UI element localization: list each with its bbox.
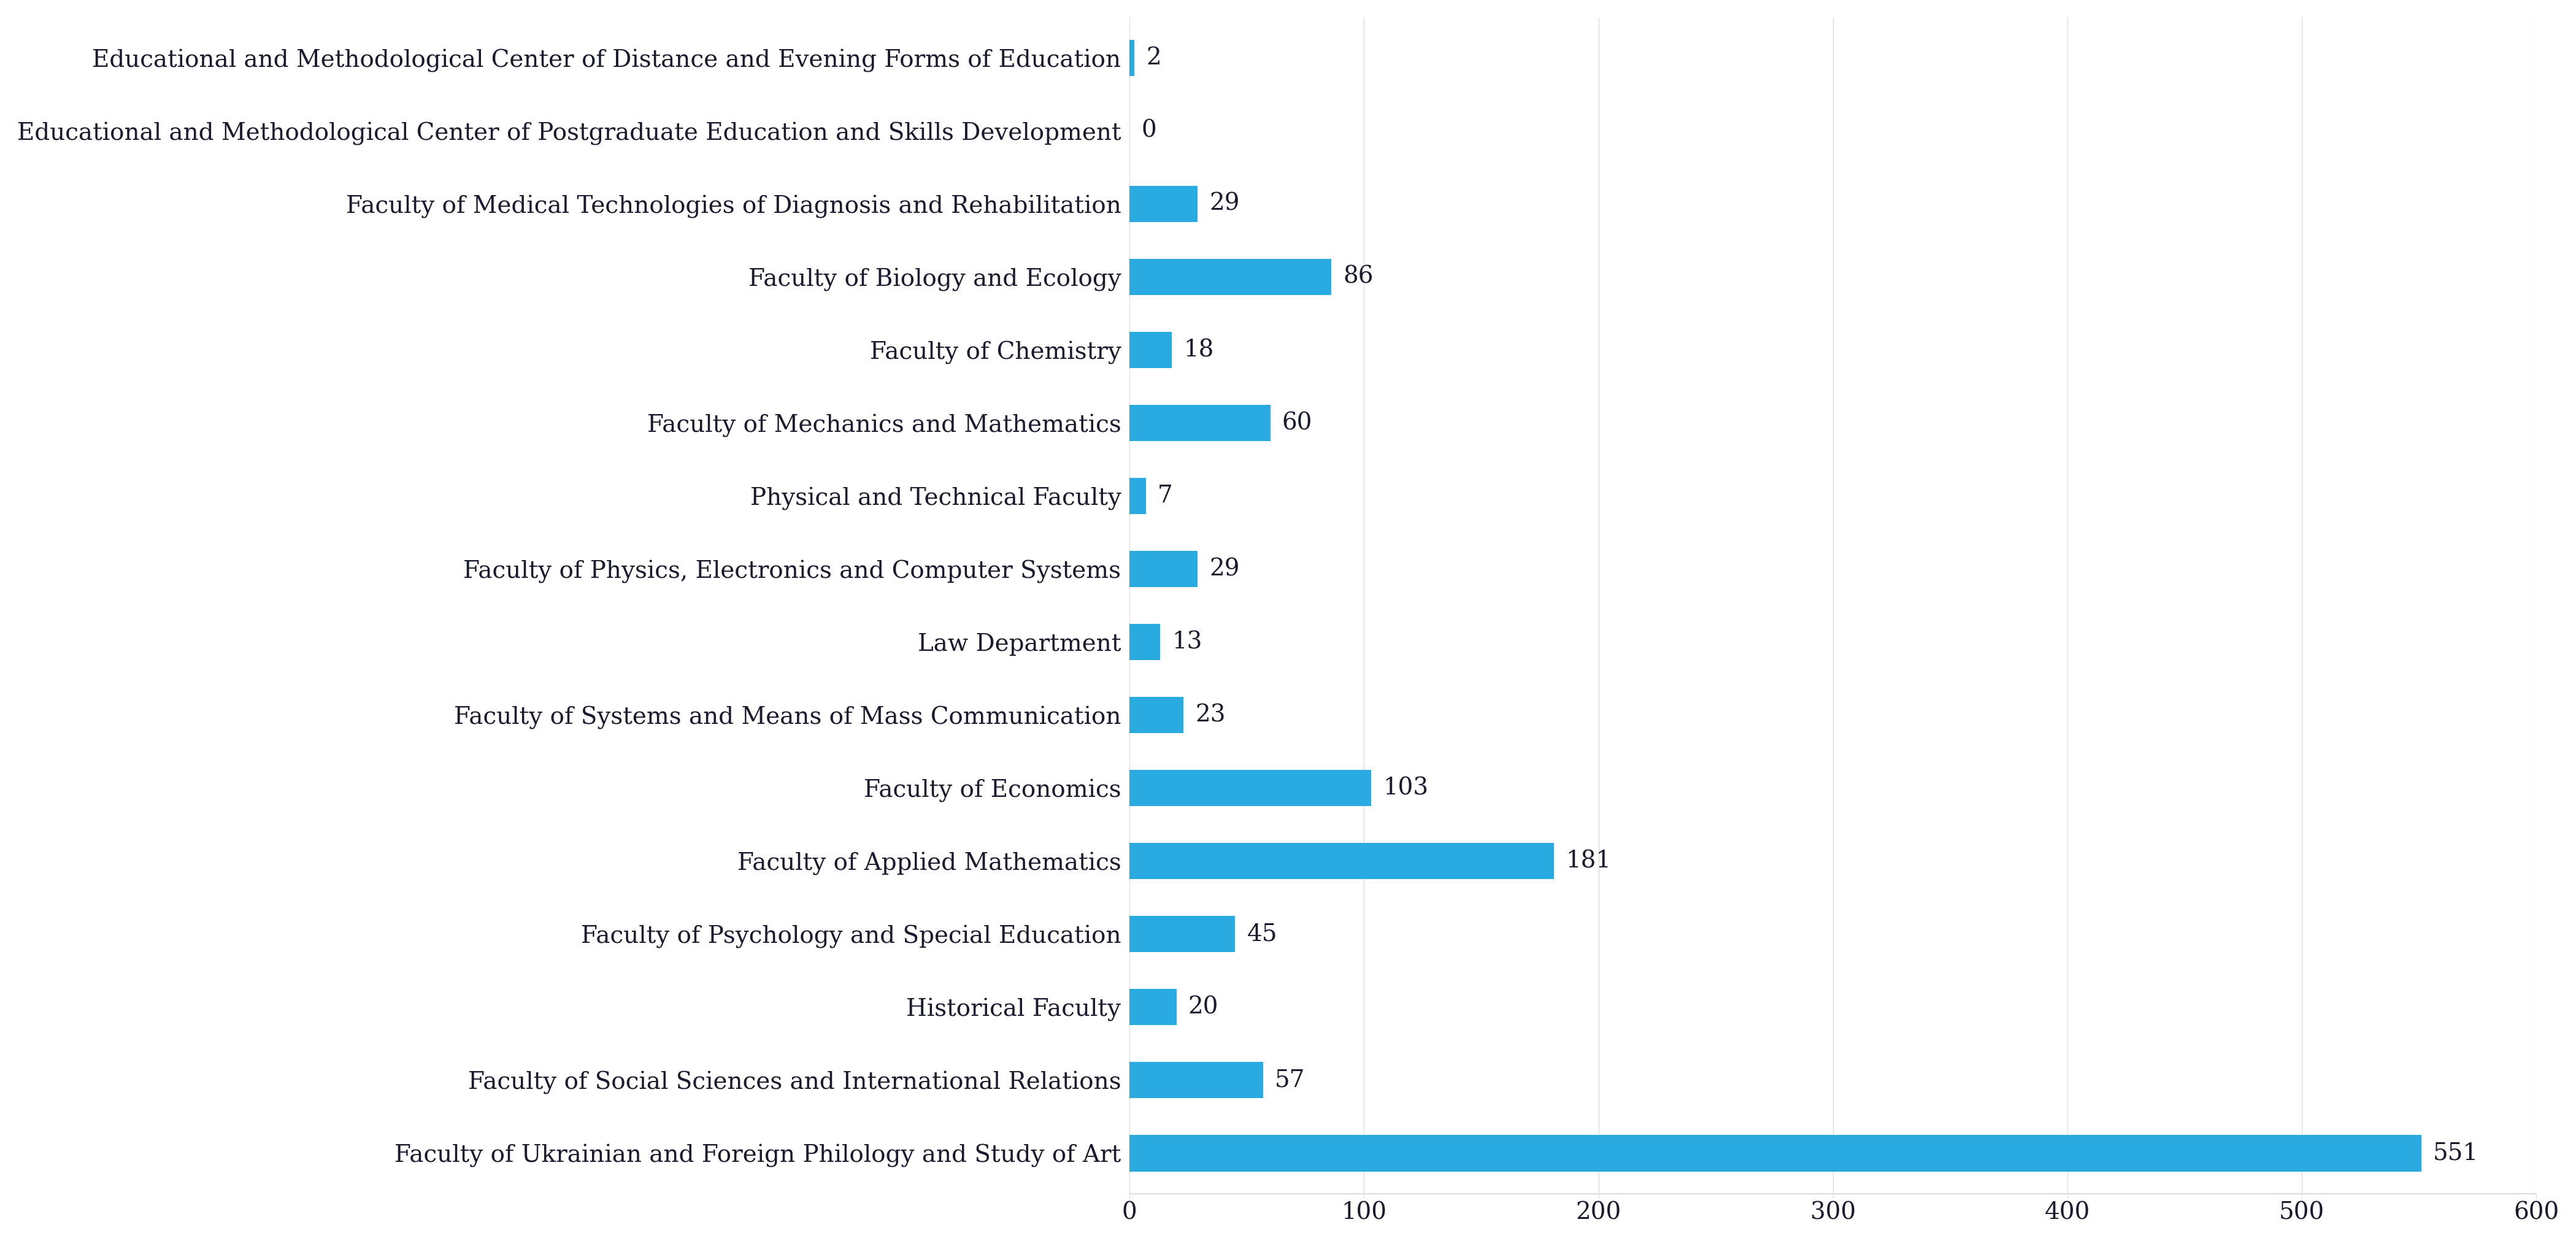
- Bar: [1131, 1062, 1262, 1098]
- Bar: [1131, 989, 1177, 1025]
- Bar: [1131, 624, 1159, 660]
- Text: 29: 29: [1208, 557, 1239, 581]
- Text: 13: 13: [1172, 630, 1203, 653]
- Text: 0: 0: [1141, 119, 1157, 143]
- Bar: [1131, 478, 1146, 514]
- Bar: [1131, 843, 1553, 880]
- Text: 60: 60: [1283, 412, 1311, 434]
- Bar: [1131, 331, 1172, 369]
- Text: 18: 18: [1182, 339, 1213, 361]
- Text: 57: 57: [1275, 1069, 1306, 1092]
- Text: 86: 86: [1342, 266, 1373, 288]
- Bar: [1131, 551, 1198, 587]
- Bar: [1131, 769, 1370, 807]
- Bar: [1131, 258, 1332, 295]
- Bar: [1131, 916, 1234, 952]
- Text: 7: 7: [1157, 485, 1172, 508]
- Bar: [1131, 696, 1182, 733]
- Text: 551: 551: [2434, 1142, 2478, 1164]
- Text: 45: 45: [1247, 923, 1278, 946]
- Bar: [1131, 40, 1133, 76]
- Text: 2: 2: [1146, 47, 1162, 69]
- Text: 103: 103: [1383, 777, 1427, 799]
- Bar: [1131, 1134, 2421, 1172]
- Bar: [1131, 186, 1198, 222]
- Text: 181: 181: [1566, 850, 1610, 872]
- Text: 29: 29: [1208, 192, 1239, 215]
- Text: 23: 23: [1195, 704, 1226, 726]
- Text: 20: 20: [1188, 995, 1218, 1019]
- Bar: [1131, 405, 1270, 442]
